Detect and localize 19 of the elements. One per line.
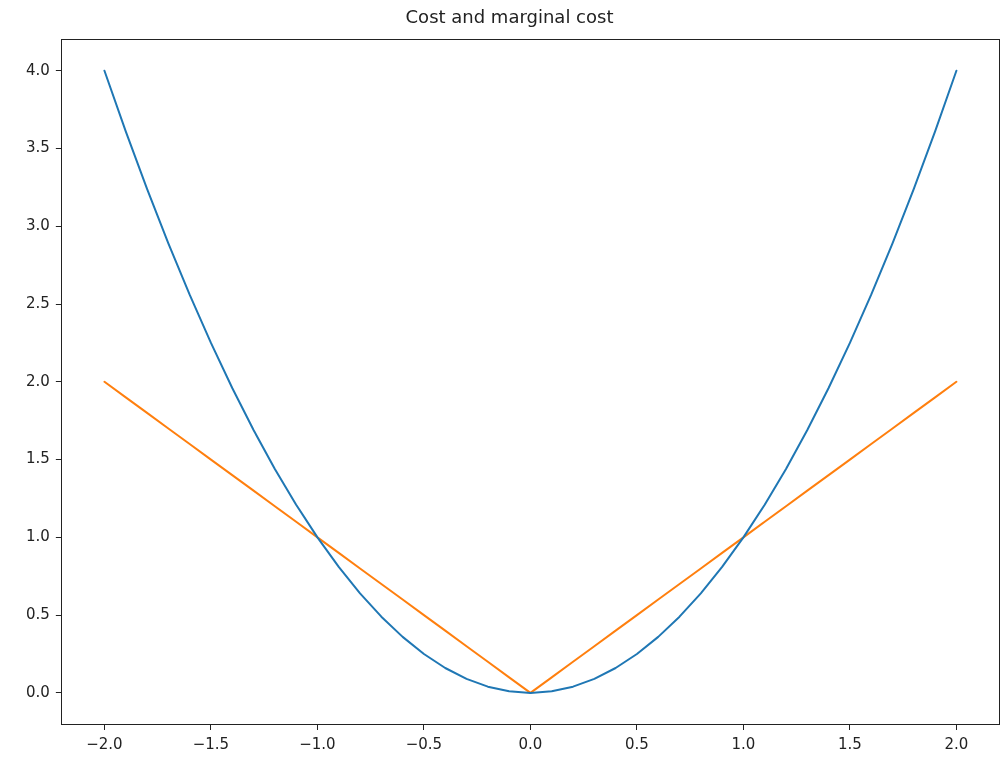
- x-tick-label: −0.5: [405, 734, 443, 753]
- y-tick-label: 1.5: [26, 449, 50, 468]
- x-tick-label: 0.0: [518, 734, 543, 753]
- chart-title: Cost and marginal cost: [405, 6, 614, 28]
- y-tick-label: 2.0: [26, 371, 50, 390]
- x-tick-label: −1.5: [192, 734, 230, 753]
- x-tick-label: 2.0: [944, 734, 969, 753]
- y-tick-label: 2.5: [26, 293, 50, 312]
- x-tick-label: −2.0: [86, 734, 123, 753]
- y-tick-label: 4.0: [26, 60, 50, 79]
- x-tick-label: 1.5: [837, 734, 862, 753]
- y-tick-label: 0.0: [26, 682, 50, 701]
- x-tick-label: 1.0: [731, 734, 756, 753]
- y-tick-label: 0.5: [26, 605, 50, 624]
- y-tick-label: 1.0: [26, 527, 50, 546]
- y-tick-label: 3.0: [26, 216, 50, 235]
- x-tick-label: −1.0: [299, 734, 336, 753]
- x-tick-label: 0.5: [624, 734, 649, 753]
- y-tick-label: 3.5: [26, 138, 50, 157]
